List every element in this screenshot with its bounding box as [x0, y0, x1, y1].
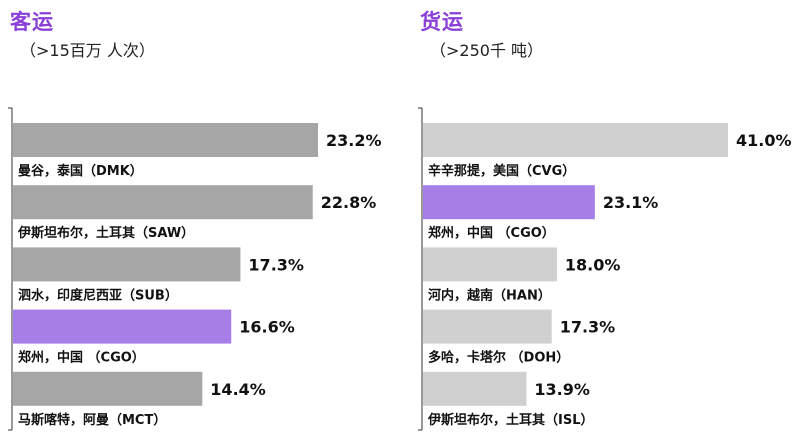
chart-title: 货运 [420, 10, 464, 34]
bar [13, 247, 241, 282]
bar [13, 309, 232, 344]
bar [13, 185, 313, 220]
category-label: 泗水，印度尼西亚（SUB） [18, 287, 178, 303]
data-label: 23.2% [326, 131, 382, 150]
data-label: 16.6% [239, 318, 295, 337]
data-label: 18.0% [565, 255, 621, 274]
category-label: 郑州，中国 （CGO） [428, 225, 555, 241]
bar [423, 185, 595, 220]
chart-subtitle: （>250千 吨） [430, 41, 544, 60]
passenger-bar-chart: 23.2% 曼谷，泰国（DMK） 22.8% 伊斯坦布尔，土耳其（SAW） 17.3% 泗… [8, 107, 382, 431]
category-label: 伊斯坦布尔，土耳其（ISL） [427, 412, 593, 428]
category-label: 马斯喀特，阿曼（MCT） [18, 412, 166, 428]
passenger-panel: 客运 （>15百万 人次） 23.2% 曼谷，泰国（DMK） 22.8% 伊斯坦布尔，… [8, 10, 382, 431]
bar [423, 371, 527, 406]
data-label: 23.1% [603, 193, 659, 212]
category-label: 郑州，中国 （CGO） [18, 350, 145, 366]
bar [423, 309, 552, 344]
data-label: 13.9% [534, 380, 590, 399]
data-label: 22.8% [321, 193, 377, 212]
category-label: 曼谷，泰国（DMK） [18, 163, 143, 179]
data-label: 41.0% [736, 131, 792, 150]
bar [13, 123, 318, 157]
cargo-bar-chart: 41.0% 辛辛那提，美国（CVG） 23.1% 郑州，中国 （CGO） 18.0% 河内… [418, 107, 792, 431]
data-label: 14.4% [210, 380, 266, 399]
data-label: 17.3% [248, 255, 304, 274]
category-label: 辛辛那提，美国（CVG） [428, 163, 575, 179]
category-label: 河内，越南（HAN） [428, 287, 551, 303]
category-label: 伊斯坦布尔，土耳其（SAW） [17, 225, 194, 241]
chart-title: 客运 [10, 10, 54, 34]
bar [423, 247, 557, 282]
cargo-panel: 货运 （>250千 吨） 41.0% 辛辛那提，美国（CVG） 23.1% 郑州，中国… [410, 0, 800, 438]
data-label: 17.3% [560, 318, 616, 337]
chart-subtitle: （>15百万 人次） [20, 41, 155, 60]
bar [423, 123, 728, 157]
category-label: 多哈，卡塔尔 （DOH） [428, 350, 569, 366]
bar [13, 371, 203, 406]
